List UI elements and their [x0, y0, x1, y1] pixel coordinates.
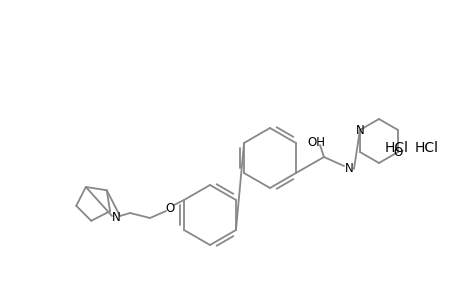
Text: N: N — [355, 124, 364, 136]
Text: OH: OH — [306, 136, 324, 149]
Text: HCl: HCl — [414, 141, 438, 155]
Text: O: O — [392, 146, 402, 158]
Text: O: O — [165, 202, 174, 214]
Text: N: N — [344, 163, 353, 176]
Text: HCl: HCl — [384, 141, 408, 155]
Text: N: N — [112, 212, 120, 224]
